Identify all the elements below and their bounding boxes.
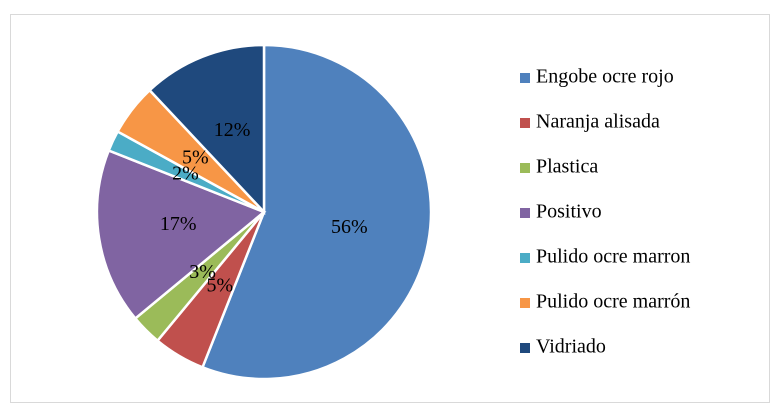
legend-swatch — [520, 253, 530, 263]
data-label: 56% — [331, 216, 368, 238]
data-label: 2% — [172, 163, 199, 185]
legend-swatch — [520, 118, 530, 128]
data-label: 12% — [214, 119, 251, 141]
legend-label: Naranja alisada — [536, 111, 660, 133]
pie-slice — [200, 43, 433, 381]
data-label: 5% — [206, 274, 233, 296]
legend-label: Pulido ocre marron — [536, 246, 690, 268]
legend-label: Vidriado — [536, 336, 606, 358]
legend-label: Engobe ocre rojo — [536, 66, 674, 88]
legend-swatch — [520, 343, 530, 353]
data-label: 17% — [160, 213, 197, 235]
data-label: 3% — [189, 261, 216, 283]
legend-swatch — [520, 163, 530, 173]
legend-label: Pulido ocre marrón — [536, 291, 690, 313]
legend-label: Plastica — [536, 156, 598, 178]
legend-swatch — [520, 208, 530, 218]
pie-slice — [95, 148, 267, 321]
legend-label: Positivo — [536, 201, 602, 223]
data-label: 5% — [182, 146, 209, 168]
legend-swatch — [520, 298, 530, 308]
pie-slice — [147, 43, 266, 216]
legend-swatch — [520, 73, 530, 83]
